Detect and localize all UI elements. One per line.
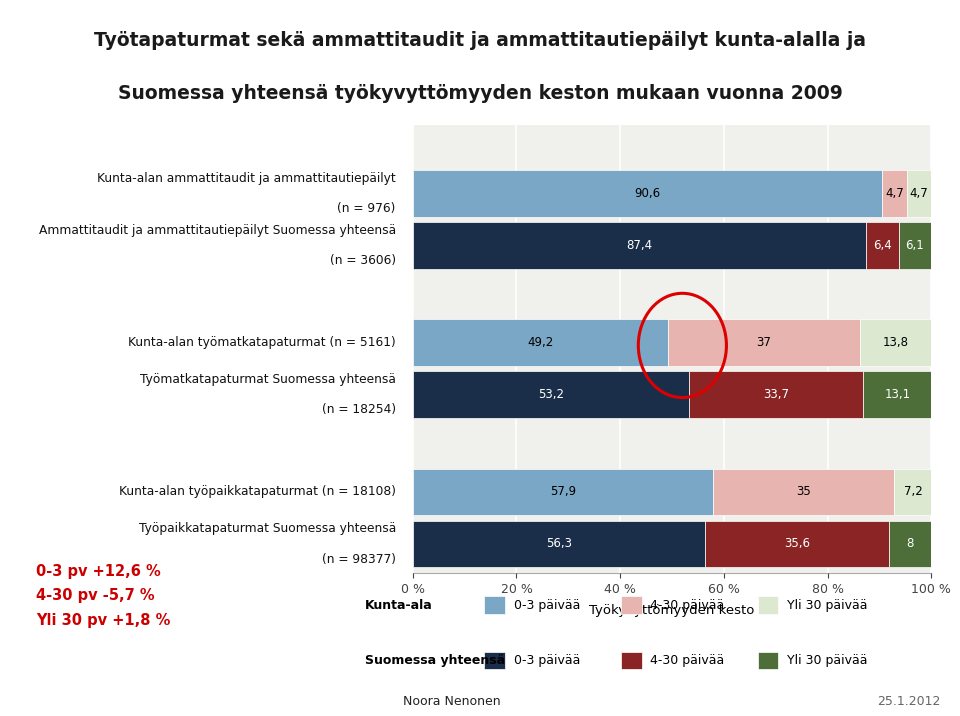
Bar [895, 468, 932, 515]
Bar [668, 319, 859, 366]
Text: 35: 35 [796, 485, 811, 498]
Text: Kunta-alan ammattitaudit ja ammattitautiepäilyt: Kunta-alan ammattitaudit ja ammattitauti… [97, 172, 396, 185]
Text: Noora Nenonen: Noora Nenonen [403, 695, 501, 708]
Text: Suomessa yhteensä: Suomessa yhteensä [365, 654, 505, 667]
Text: 90,6: 90,6 [635, 187, 660, 200]
Text: 13,8: 13,8 [882, 336, 908, 349]
Text: 53,2: 53,2 [538, 388, 564, 401]
Bar [705, 521, 889, 567]
FancyBboxPatch shape [484, 652, 505, 669]
Bar [413, 372, 688, 418]
Bar [413, 521, 705, 567]
Text: Kunta-alan työmatkatapaturmat (n = 5161): Kunta-alan työmatkatapaturmat (n = 5161) [128, 336, 396, 349]
Text: Yli 30 päivää: Yli 30 päivää [787, 654, 868, 667]
Text: 4-30 päivää: 4-30 päivää [651, 654, 725, 667]
Text: Työpaikkatapaturmat Suomessa yhteensä: Työpaikkatapaturmat Suomessa yhteensä [138, 522, 396, 535]
Text: (n = 3606): (n = 3606) [329, 254, 396, 267]
Text: 0-3 päivää: 0-3 päivää [514, 599, 580, 611]
Text: 4-30 pv -5,7 %: 4-30 pv -5,7 % [36, 589, 155, 603]
FancyBboxPatch shape [757, 652, 779, 669]
FancyBboxPatch shape [757, 596, 779, 614]
FancyBboxPatch shape [484, 596, 505, 614]
Text: 4,7: 4,7 [910, 187, 928, 200]
Bar [900, 223, 930, 268]
Bar [413, 223, 866, 268]
Text: 13,1: 13,1 [884, 388, 910, 401]
Bar [713, 468, 895, 515]
Text: Yli 30 pv +1,8 %: Yli 30 pv +1,8 % [36, 613, 170, 627]
Text: 35,6: 35,6 [784, 537, 810, 551]
Text: 6,1: 6,1 [905, 239, 924, 252]
Text: Suomessa yhteensä työkyvyttömyyden keston mukaan vuonna 2009: Suomessa yhteensä työkyvyttömyyden kesto… [117, 84, 843, 104]
Text: 57,9: 57,9 [550, 485, 576, 498]
FancyBboxPatch shape [621, 596, 641, 614]
Text: 7,2: 7,2 [903, 485, 923, 498]
Text: 87,4: 87,4 [626, 239, 653, 252]
Text: 4,7: 4,7 [885, 187, 904, 200]
Bar [413, 319, 668, 366]
Bar [413, 468, 713, 515]
Text: Kunta-ala: Kunta-ala [365, 599, 433, 611]
Text: 8: 8 [906, 537, 914, 551]
Text: (n = 976): (n = 976) [337, 202, 396, 215]
Bar [859, 319, 931, 366]
Text: 0-3 pv +12,6 %: 0-3 pv +12,6 % [36, 564, 160, 579]
Text: (n = 98377): (n = 98377) [322, 553, 396, 566]
Text: (n = 18254): (n = 18254) [322, 403, 396, 417]
Text: 49,2: 49,2 [527, 336, 554, 349]
Bar [413, 170, 882, 216]
Bar [866, 223, 900, 268]
Text: 37: 37 [756, 336, 771, 349]
X-axis label: Työkyvyttömyyden kesto: Työkyvyttömyyden kesto [589, 604, 755, 617]
Text: 0-3 päivää: 0-3 päivää [514, 654, 580, 667]
Text: 25.1.2012: 25.1.2012 [877, 695, 941, 708]
Bar [863, 372, 931, 418]
FancyBboxPatch shape [621, 652, 641, 669]
Text: 4-30 päivää: 4-30 päivää [651, 599, 725, 611]
Text: Työtapaturmat sekä ammattitaudit ja ammattitautiepäilyt kunta-alalla ja: Työtapaturmat sekä ammattitaudit ja amma… [94, 31, 866, 49]
Bar [882, 170, 907, 216]
Text: 6,4: 6,4 [873, 239, 892, 252]
Bar [907, 170, 931, 216]
Text: Ammattitaudit ja ammattitautiepäilyt Suomessa yhteensä: Ammattitaudit ja ammattitautiepäilyt Suo… [38, 224, 396, 237]
Text: 33,7: 33,7 [763, 388, 789, 401]
Text: Työmatkatapaturmat Suomessa yhteensä: Työmatkatapaturmat Suomessa yhteensä [140, 373, 396, 386]
Text: 56,3: 56,3 [545, 537, 572, 551]
Text: Yli 30 päivää: Yli 30 päivää [787, 599, 868, 611]
Bar [688, 372, 863, 418]
Text: Kunta-alan työpaikkatapaturmat (n = 18108): Kunta-alan työpaikkatapaturmat (n = 1810… [119, 485, 396, 498]
Bar [889, 521, 930, 567]
